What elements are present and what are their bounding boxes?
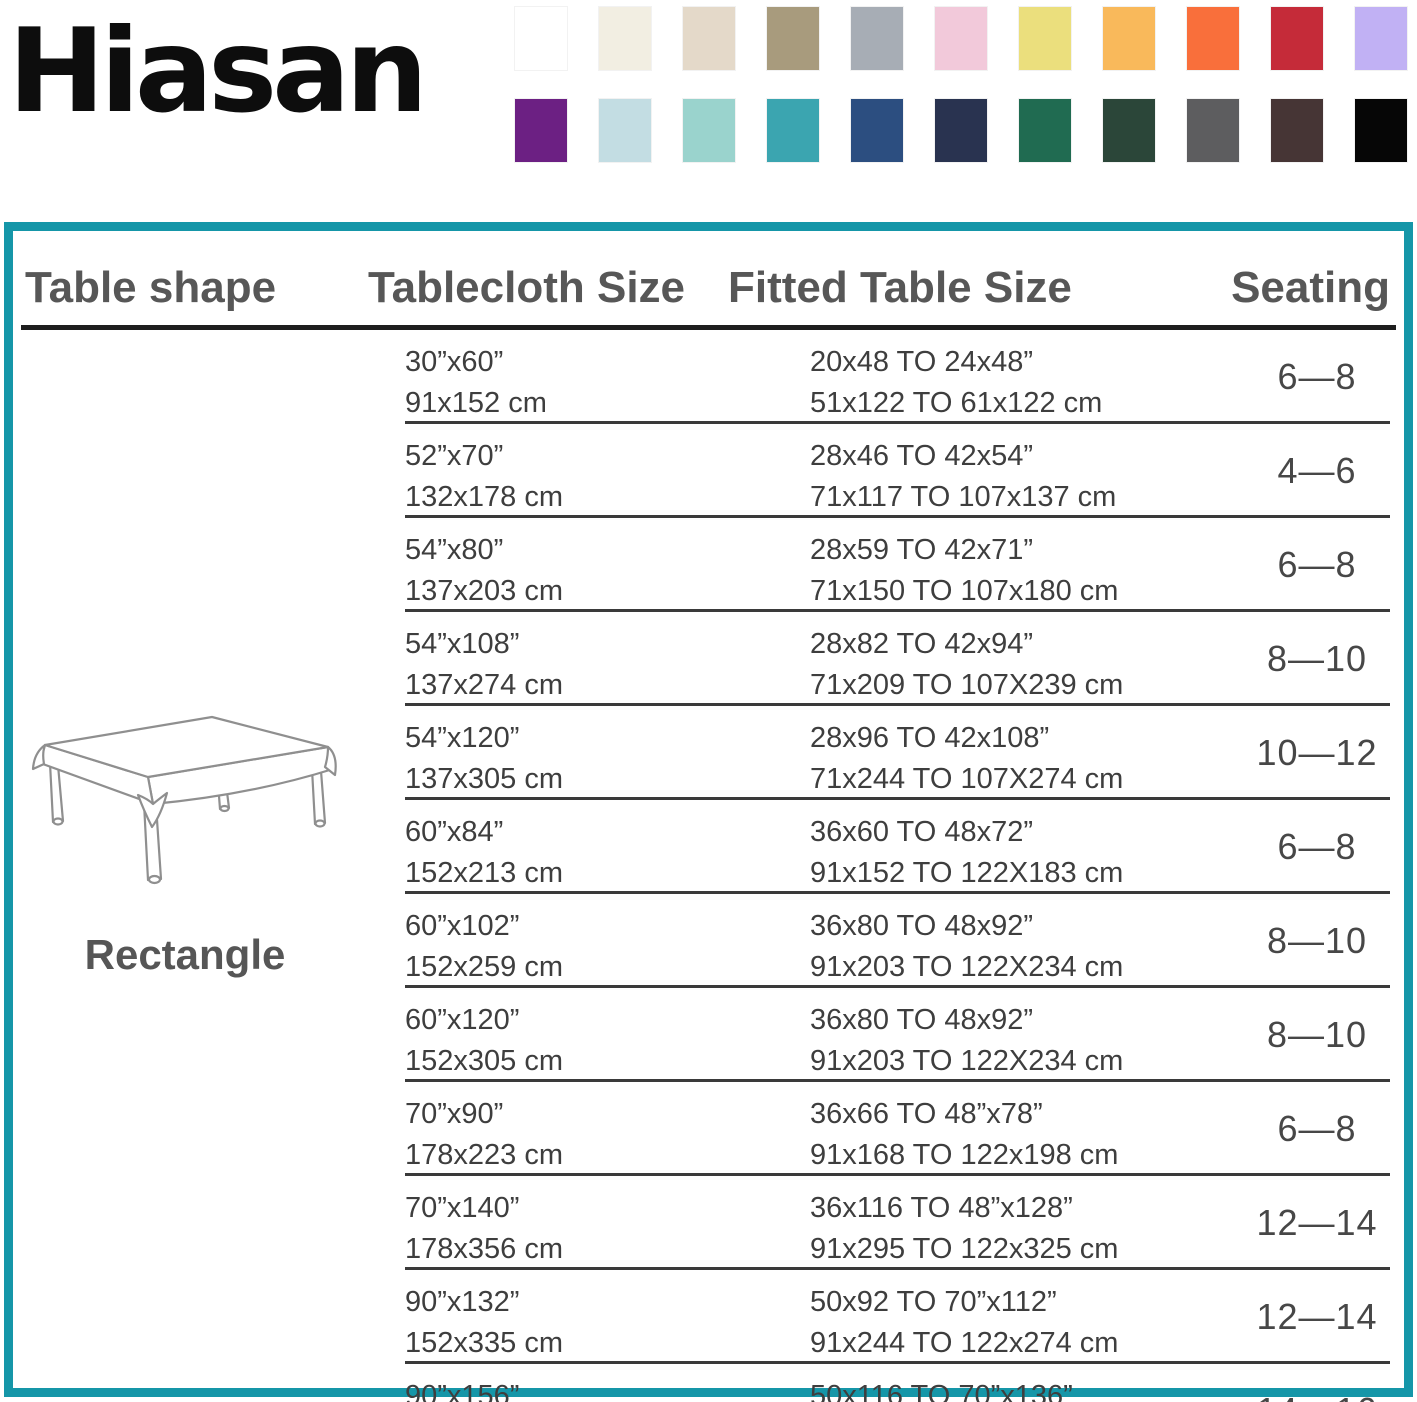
seating-cell: 10—12 [1256,732,1378,773]
header-fitted-size: Fitted Table Size [728,263,1072,312]
brand-logo: Hiasan [8,4,428,139]
fitted-size-cell: 20x48 TO 24x48” 51x122 TO 61x122 cm [810,346,1103,419]
size-row: 54”x108” 137x274 cm 28x82 TO 42x94” 71x2… [13,612,1404,706]
tablecloth-size-cell: 90”x132” 152x335 cm [405,1286,563,1359]
header-tablecloth-size: Tablecloth Size [368,263,686,312]
fitted-size-cell: 36x116 TO 48”x128” 91x295 TO 122x325 cm [810,1192,1119,1265]
size-row: 54”x120” 137x305 cm 28x96 TO 42x108” 71x… [13,706,1404,800]
header-seating: Seating [1231,263,1390,312]
header-table-shape: Table shape [25,263,277,312]
swatch-ivory [599,7,651,70]
rectangle-table-icon [31,715,337,885]
size-row: 52”x70” 132x178 cm 28x46 TO 42x54” 71x11… [13,424,1404,518]
swatch-gold [1103,7,1155,70]
tablecloth-size-cell: 60”x84” 152x213 cm [405,816,563,889]
seating-cell: 8—10 [1266,920,1368,961]
size-rows: 30”x60” 91x152 cm 20x48 TO 24x48” 51x122… [13,330,1404,1402]
swatch-lavender [1355,7,1407,70]
swatch-purple [515,99,567,162]
tablecloth-size-cell: 30”x60” 91x152 cm [405,346,547,419]
seating-cell: 6—8 [1277,826,1357,867]
seating-cell: 4—6 [1277,450,1357,491]
swatch-black [1355,99,1407,162]
size-row: 70”x90” 178x223 cm 36x66 TO 48”x78” 91x1… [13,1082,1404,1176]
tablecloth-size-cell: 70”x90” 178x223 cm [405,1098,563,1171]
tablecloth-size-cell: 60”x102” 152x259 cm [405,910,563,983]
color-palette [515,7,1407,162]
seating-cell: 6—8 [1277,1108,1357,1149]
fitted-size-cell: 36x80 TO 48x92” 91x203 TO 122X234 cm [810,1004,1124,1077]
table-shape-cell [20,703,350,903]
fitted-size-cell: 36x66 TO 48”x78” 91x168 TO 122x198 cm [810,1098,1119,1171]
seating-cell: 14—16 [1230,1364,1404,1402]
tablecloth-size-cell: 54”x108” 137x274 cm [405,628,563,701]
fitted-size-cell: 28x82 TO 42x94” 71x209 TO 107X239 cm [810,628,1124,701]
size-row: 90”x132” 152x335 cm 50x92 TO 70”x112” 91… [13,1270,1404,1364]
tablecloth-size-cell: 70”x140” 178x356 cm [405,1192,563,1265]
tablecloth-size-cell: 90”x156” 152x396 cm [405,1380,520,1402]
swatch-white [515,7,567,70]
size-row: 60”x120” 152x305 cm 36x80 TO 48x92” 91x2… [13,988,1404,1082]
swatch-blue [851,99,903,162]
seating-cell: 6—8 [1277,544,1357,585]
swatch-dark-green [1103,99,1155,162]
swatch-green [1019,99,1071,162]
size-row: 70”x140” 178x356 cm 36x116 TO 48”x128” 9… [13,1176,1404,1270]
fitted-size-cell: 50x116 TO 70”x136” 127x295 TO 178x345 cm [810,1380,1073,1402]
fitted-size-cell: 36x80 TO 48x92” 91x203 TO 122X234 cm [810,910,1124,983]
swatch-beige [683,7,735,70]
seating-cell: 12—14 [1256,1296,1378,1337]
size-chart: Table shape Tablecloth Size Fitted Table… [4,222,1413,1402]
size-row: 54”x80” 137x203 cm 28x59 TO 42x71” 71x15… [13,518,1404,612]
swatch-yellow [1019,7,1071,70]
fitted-size-cell: 50x92 TO 70”x112” 91x244 TO 122x274 cm [810,1286,1119,1359]
shape-label: Rectangle [84,931,286,978]
tablecloth-size-cell: 54”x120” 137x305 cm [405,722,563,795]
swatch-grey [851,7,903,70]
fitted-size-cell: 36x60 TO 48x72” 91x152 TO 122X183 cm [810,816,1124,889]
size-row: 60”x84” 152x213 cm 36x60 TO 48x72” 91x15… [13,800,1404,894]
seating-cell: 6—8 [1277,356,1357,397]
header-divider [21,325,1396,330]
swatch-teal [767,99,819,162]
fitted-size-cell: 28x96 TO 42x108” 71x244 TO 107X274 cm [810,722,1124,795]
tablecloth-size-cell: 60”x120” 152x305 cm [405,1004,563,1077]
fitted-size-cell: 28x46 TO 42x54” 71x117 TO 107x137 cm [810,440,1117,513]
tablecloth-size-cell: 52”x70” 132x178 cm [405,440,563,513]
seating-cell: 8—10 [1266,1014,1368,1055]
swatch-dark-grey [1187,99,1239,162]
swatch-light-blue [599,99,651,162]
size-row: 30”x60” 91x152 cm 20x48 TO 24x48” 51x122… [13,330,1404,424]
size-row: 90”x156” 152x396 cm 50x116 TO 70”x136” 1… [13,1364,1404,1402]
swatch-taupe [767,7,819,70]
fitted-size-cell: 28x59 TO 42x71” 71x150 TO 107x180 cm [810,534,1119,607]
swatch-orange [1187,7,1239,70]
swatch-brown [1271,99,1323,162]
swatch-pink [935,7,987,70]
swatch-aqua [683,99,735,162]
swatch-navy [935,99,987,162]
tablecloth-size-cell: 54”x80” 137x203 cm [405,534,563,607]
swatch-red [1271,7,1323,70]
seating-cell: 12—14 [1256,1202,1378,1243]
size-row: 60”x102” 152x259 cm 36x80 TO 48x92” 91x2… [13,894,1404,988]
seating-cell: 8—10 [1266,638,1368,679]
